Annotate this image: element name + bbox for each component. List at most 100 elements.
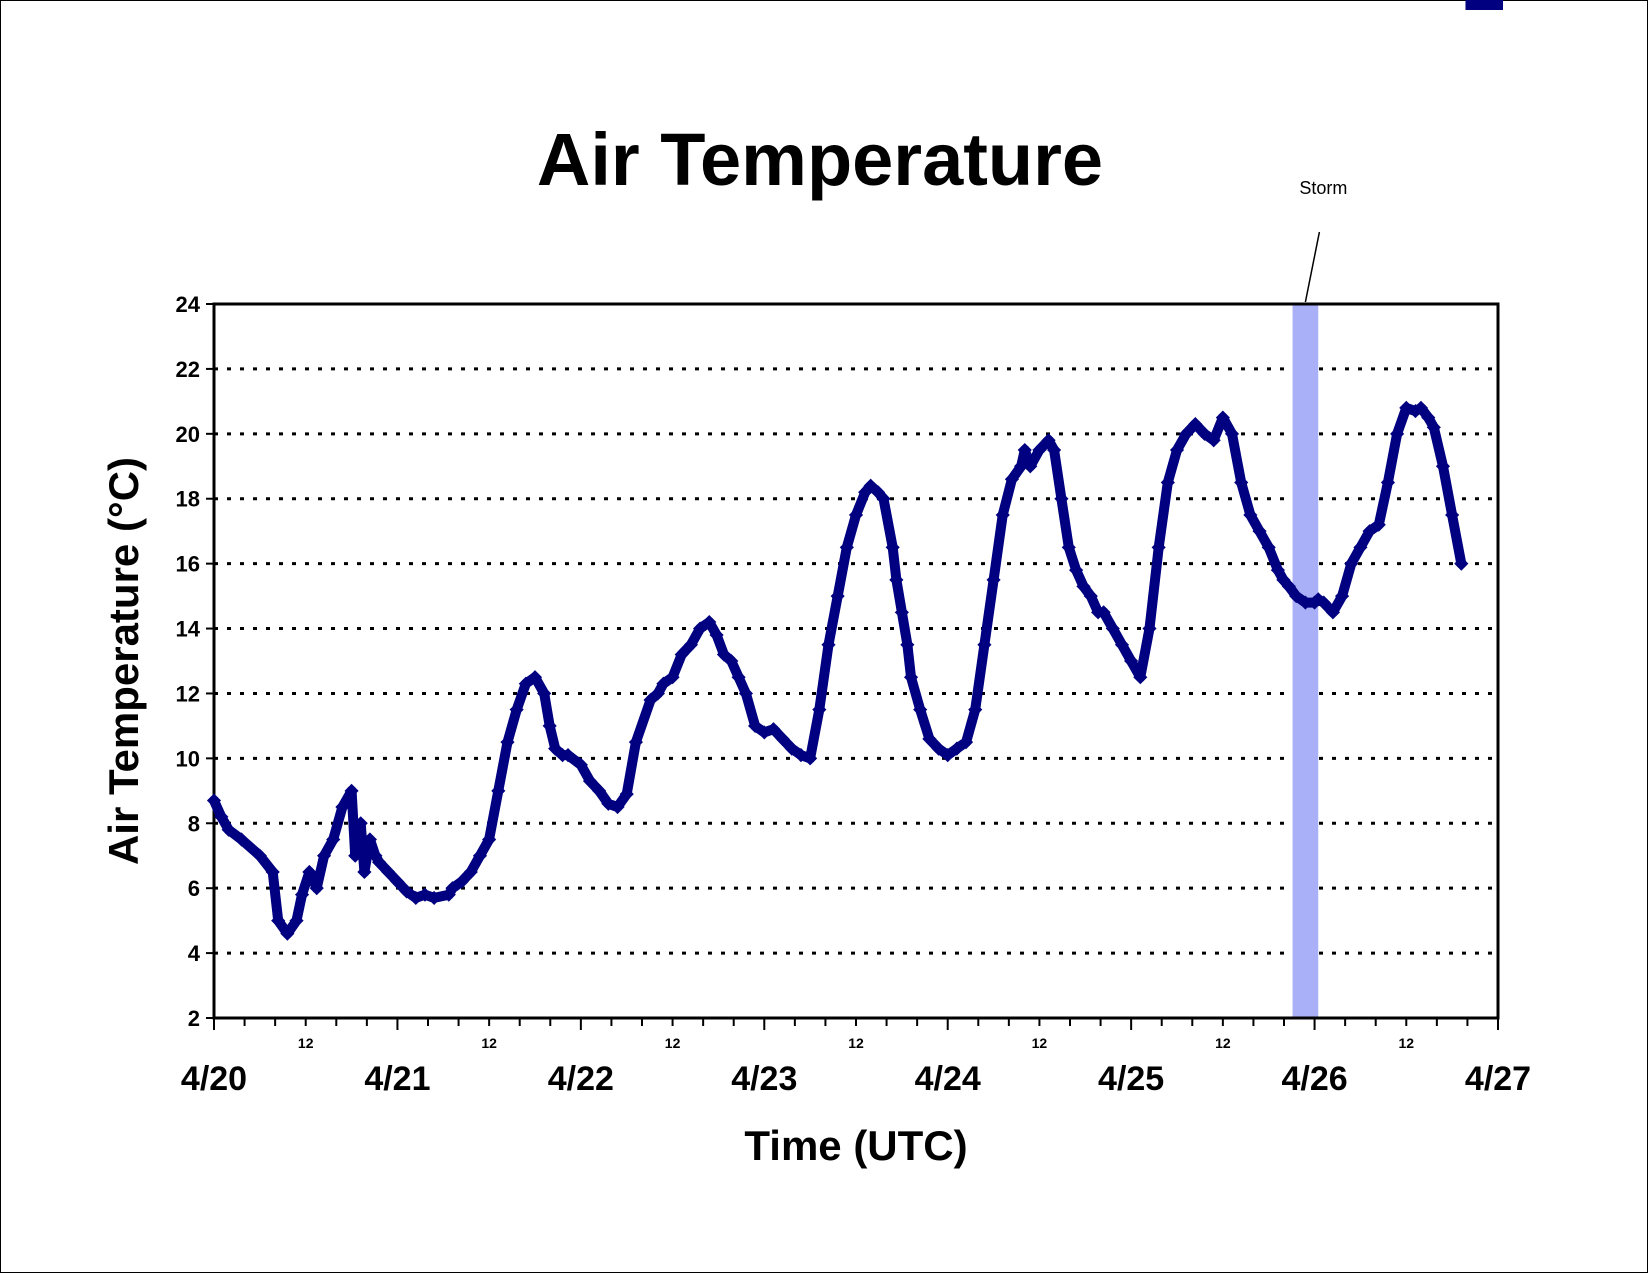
data-point bbox=[348, 848, 363, 863]
data-point bbox=[1234, 475, 1249, 490]
data-point bbox=[738, 686, 754, 701]
data-point bbox=[1316, 595, 1331, 610]
data-point bbox=[294, 887, 310, 902]
storm-leader-line bbox=[1304, 231, 1321, 303]
data-point bbox=[724, 653, 739, 669]
x-tick-label-4-22: 4/22 bbox=[548, 1060, 614, 1098]
data-point bbox=[316, 848, 332, 863]
data-point bbox=[1335, 589, 1350, 604]
data-point bbox=[381, 864, 396, 880]
data-point bbox=[537, 686, 552, 701]
data-point bbox=[542, 718, 557, 733]
x-tick-label-4-27: 4/27 bbox=[1465, 1060, 1531, 1098]
data-point bbox=[674, 647, 689, 662]
data-point bbox=[848, 507, 864, 523]
data-point bbox=[1142, 621, 1157, 636]
data-point bbox=[1261, 540, 1276, 555]
data-point bbox=[309, 881, 324, 896]
data-point bbox=[913, 702, 928, 717]
y-tick-label: 12 bbox=[176, 681, 200, 706]
data-point bbox=[1124, 653, 1139, 669]
y-tick-label: 24 bbox=[176, 292, 201, 317]
data-point bbox=[1493, 0, 1503, 10]
y-tick-label: 18 bbox=[176, 487, 200, 512]
data-point bbox=[812, 702, 827, 717]
y-tick-label: 20 bbox=[176, 422, 200, 447]
x-tick-label-4-26: 4/26 bbox=[1281, 1060, 1347, 1098]
data-point bbox=[628, 735, 643, 750]
data-point bbox=[931, 741, 946, 756]
data-point bbox=[656, 676, 671, 691]
data-point bbox=[1032, 442, 1047, 458]
data-point bbox=[454, 874, 469, 889]
storm-annotation: Storm bbox=[1299, 178, 1347, 303]
data-point bbox=[1224, 426, 1240, 441]
y-tick-label: 2 bbox=[188, 1006, 200, 1031]
data-point bbox=[1076, 579, 1091, 594]
data-point bbox=[500, 735, 515, 750]
y-tick-label: 22 bbox=[176, 357, 200, 382]
data-point bbox=[390, 874, 405, 889]
data-point bbox=[889, 572, 904, 587]
data-point bbox=[683, 637, 698, 652]
data-point bbox=[977, 637, 992, 652]
data-point bbox=[1483, 0, 1494, 10]
data-point bbox=[803, 751, 818, 766]
data-point bbox=[876, 491, 891, 506]
data-point bbox=[839, 540, 854, 555]
data-point bbox=[949, 741, 964, 756]
series-line bbox=[209, 402, 1467, 939]
data-point bbox=[1083, 589, 1098, 604]
data-point bbox=[1105, 621, 1120, 636]
data-point bbox=[1421, 410, 1436, 425]
data-point bbox=[1014, 459, 1029, 474]
data-point bbox=[472, 848, 488, 863]
data-point bbox=[900, 637, 915, 652]
data-point bbox=[265, 864, 280, 880]
data-point bbox=[1004, 472, 1019, 487]
data-point bbox=[1041, 433, 1056, 448]
x-minor-label-noon: 12 bbox=[1215, 1035, 1231, 1051]
data-point bbox=[1023, 459, 1038, 474]
data-point bbox=[1069, 563, 1084, 578]
data-point bbox=[1096, 605, 1111, 620]
data-point bbox=[903, 670, 919, 685]
data-point bbox=[1435, 459, 1451, 474]
data-point bbox=[1380, 475, 1396, 490]
data-point bbox=[560, 748, 576, 763]
storm-band bbox=[1292, 304, 1319, 1018]
data-point bbox=[1465, 0, 1476, 10]
data-point bbox=[1281, 579, 1296, 594]
data-point bbox=[1445, 507, 1460, 523]
data-point bbox=[1151, 540, 1166, 555]
data-point bbox=[665, 670, 680, 685]
data-point bbox=[206, 793, 222, 808]
data-point bbox=[592, 783, 607, 798]
data-point bbox=[830, 589, 845, 604]
data-point bbox=[885, 540, 900, 555]
data-point bbox=[1114, 637, 1130, 652]
data-point bbox=[1371, 517, 1386, 532]
data-point bbox=[1197, 426, 1212, 441]
data-point bbox=[234, 832, 249, 847]
data-point bbox=[1289, 589, 1304, 604]
data-point bbox=[1298, 595, 1313, 610]
y-tick-label: 10 bbox=[176, 746, 200, 771]
data-point bbox=[482, 832, 497, 847]
series-temperature bbox=[206, 0, 1503, 941]
x-tick-label-4-25: 4/25 bbox=[1098, 1060, 1164, 1098]
data-point bbox=[1474, 0, 1485, 10]
data-point bbox=[775, 731, 790, 746]
data-point bbox=[958, 735, 974, 750]
data-point bbox=[1160, 475, 1175, 490]
data-point bbox=[894, 605, 909, 620]
data-point bbox=[610, 799, 625, 815]
data-point bbox=[922, 731, 937, 746]
x-minor-label-noon: 12 bbox=[665, 1035, 681, 1051]
data-point bbox=[1054, 491, 1069, 506]
x-tick-label-4-20: 4/20 bbox=[181, 1060, 247, 1098]
data-point bbox=[1454, 556, 1469, 571]
data-point bbox=[289, 913, 304, 928]
